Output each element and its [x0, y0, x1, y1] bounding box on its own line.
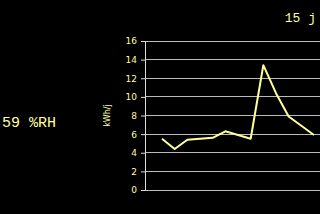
grid-line — [145, 78, 320, 79]
tick: 16 — [126, 36, 145, 46]
chart: 0 2 4 6 8 10 12 14 16 kWh/j 59 %RH 15 j — [0, 0, 320, 214]
tick-label: 2 — [131, 167, 137, 177]
tick: 12 — [126, 74, 145, 84]
tick: 6 — [131, 130, 145, 140]
tick-mark — [141, 134, 145, 135]
tick: 10 — [126, 92, 145, 102]
y-axis-title: kWh/j — [103, 104, 112, 127]
annotation: 59 %RH — [2, 115, 56, 132]
tick: 4 — [131, 148, 145, 158]
tick: 0 — [131, 185, 145, 195]
tick-label: 14 — [126, 55, 138, 65]
tick-label: 6 — [131, 130, 137, 140]
grid-line — [145, 190, 320, 191]
tick: 2 — [131, 167, 145, 177]
annotation: 15 j — [285, 11, 316, 26]
tick-mark — [141, 190, 145, 191]
tick: 14 — [126, 55, 145, 65]
tick-label: 4 — [131, 148, 137, 158]
tick: 8 — [131, 111, 145, 121]
grid-line — [145, 59, 320, 60]
grid-line — [145, 115, 320, 116]
y-axis: 0 2 4 6 8 10 12 14 16 — [126, 36, 146, 195]
grid-line — [145, 171, 320, 172]
background — [0, 0, 320, 214]
tick-mark — [141, 78, 145, 79]
grid — [145, 41, 320, 190]
plot-area — [162, 65, 314, 149]
tick-label: 8 — [131, 111, 137, 121]
tick-label: 0 — [131, 185, 137, 195]
line — [162, 65, 314, 149]
tick-mark — [141, 153, 145, 154]
tick-mark — [141, 41, 145, 42]
tick-mark — [141, 60, 145, 61]
tick-label: 12 — [126, 74, 137, 84]
tick-label: 16 — [126, 36, 138, 46]
grid-line — [145, 152, 320, 153]
axis-line — [141, 42, 146, 191]
grid-line — [145, 96, 320, 97]
tick-mark — [141, 116, 145, 117]
tick-mark — [141, 97, 145, 98]
tick-label: 10 — [126, 92, 138, 102]
grid-line — [145, 41, 320, 42]
tick-mark — [141, 171, 145, 172]
